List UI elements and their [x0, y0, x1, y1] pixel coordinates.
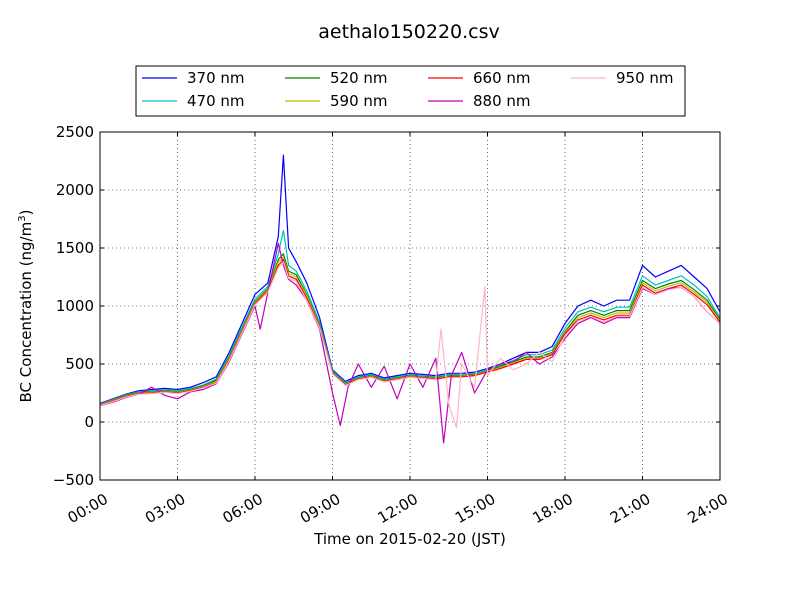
legend-label-520-nm: 520 nm — [330, 69, 388, 87]
y-axis-label-main: BC Concentration (ng/m — [17, 222, 35, 403]
y-tick-label: 500 — [65, 355, 94, 373]
legend-box — [135, 65, 686, 117]
legend-label-950-nm: 950 nm — [616, 69, 674, 87]
y-axis-label-end: ) — [17, 210, 35, 216]
legend-label-470-nm: 470 nm — [187, 92, 245, 110]
y-tick-label: 2000 — [56, 181, 94, 199]
legend-label-590-nm: 590 nm — [330, 92, 388, 110]
y-tick-label: 2500 — [56, 123, 94, 141]
y-axis-label: BC Concentration (ng/m3) — [17, 210, 35, 403]
y-tick-label: 1500 — [56, 239, 94, 257]
series-lines — [100, 154, 720, 444]
y-tick-label: 1000 — [56, 297, 94, 315]
y-axis-label-superscript: 3 — [17, 215, 28, 221]
chart-title: aethalo150220.csv — [318, 21, 500, 43]
x-axis-label: Time on 2015-02-20 (JST) — [313, 530, 506, 548]
grid — [100, 132, 720, 480]
y-tick-labels: −500 0 500 1000 1500 2000 2500 — [53, 123, 94, 489]
series-line-470-nm — [100, 230, 720, 405]
y-tick-label: −500 — [53, 471, 94, 489]
legend-label-660-nm: 660 nm — [473, 69, 531, 87]
legend: 370 nm 470 nm 520 nm 590 nm 660 nm 880 nm 950 … — [135, 65, 686, 117]
y-tick-label: 0 — [84, 413, 94, 431]
axis-ticks — [99, 131, 721, 481]
legend-label-880-nm: 880 nm — [473, 92, 531, 110]
series-line-370-nm — [100, 154, 720, 404]
series-line-950-nm — [100, 261, 720, 429]
legend-label-370-nm: 370 nm — [187, 69, 245, 87]
series-line-880-nm — [100, 242, 720, 444]
